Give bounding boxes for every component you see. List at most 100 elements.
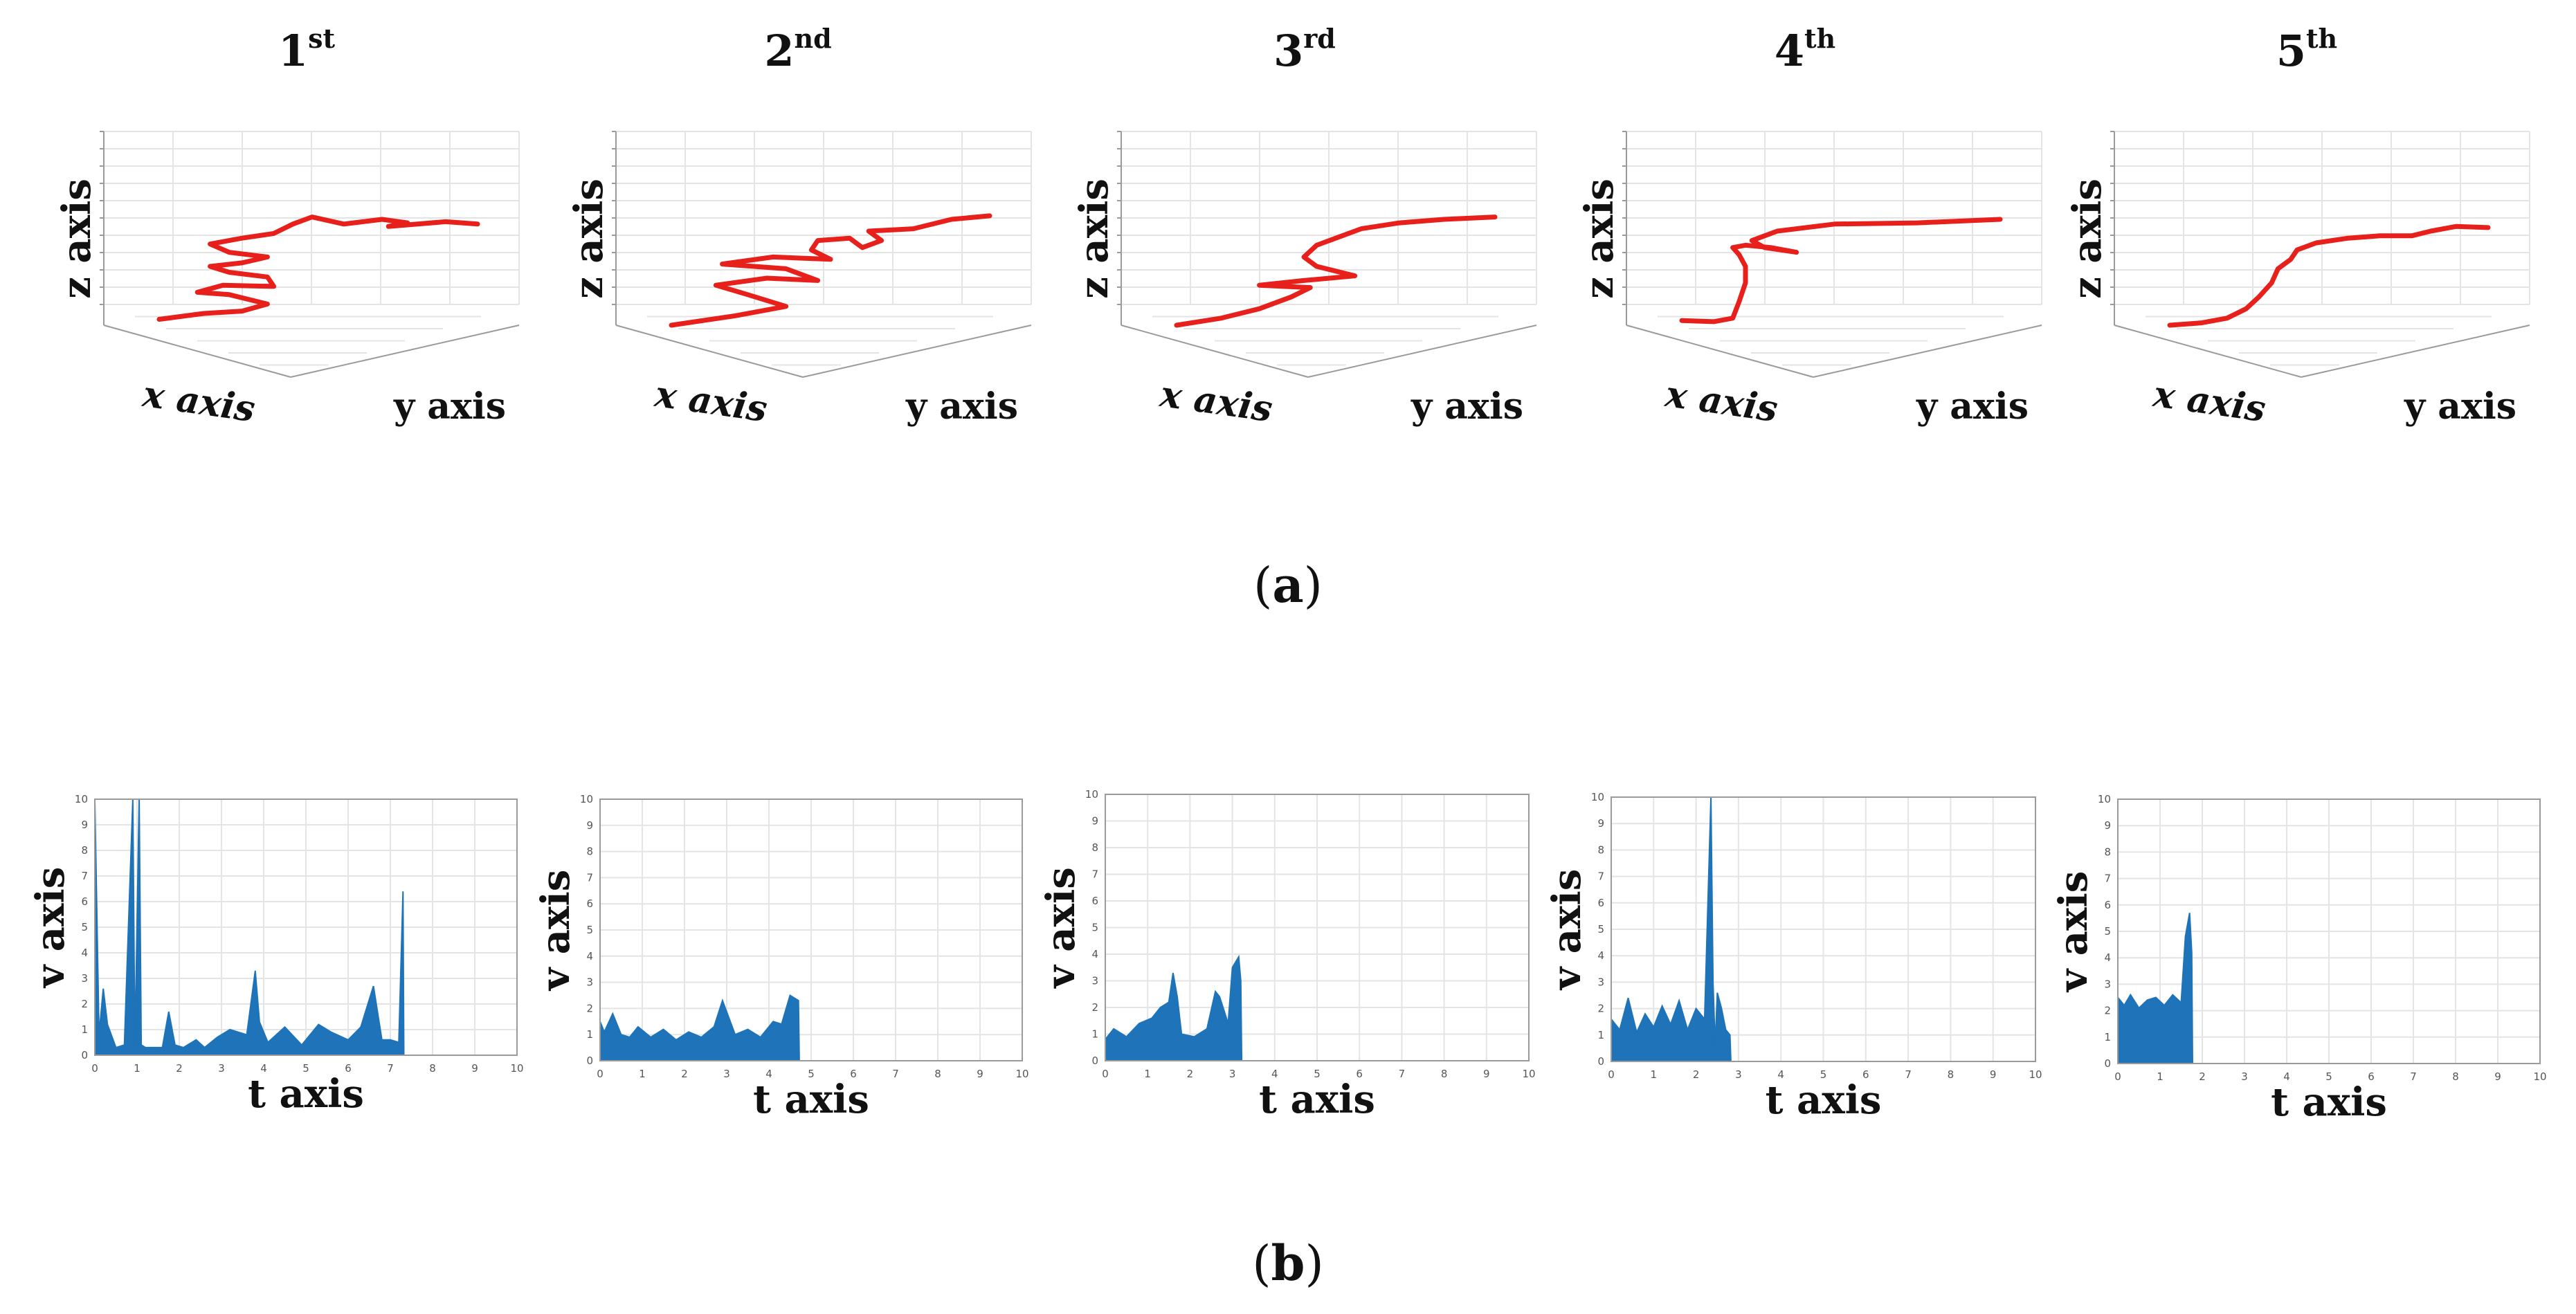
velocity-area <box>1105 954 1243 1061</box>
x-tick-label: 7 <box>1399 1068 1406 1080</box>
x-tick-label: 6 <box>2368 1070 2375 1083</box>
y-axis-label: v axis <box>1038 867 1084 989</box>
x-tick-label: 6 <box>345 1062 352 1075</box>
x-tick-label: 0 <box>1608 1068 1615 1081</box>
panel-a-letter: a <box>1272 556 1303 614</box>
y-tick-label: 9 <box>586 819 593 832</box>
x-tick-label: 8 <box>934 1068 941 1080</box>
trial-number: 1 <box>278 26 308 76</box>
z-axis-label: z axis <box>1577 179 1622 299</box>
x-tick-label: 1 <box>134 1062 140 1075</box>
trial-title-5: 5th <box>2276 23 2337 76</box>
x-axis-line <box>1626 325 1814 378</box>
trial-ordinal-suffix: th <box>1804 23 1835 54</box>
x-axis-label: t axis <box>2271 1079 2387 1125</box>
x-tick-label: 5 <box>808 1068 815 1080</box>
panel-b-letter: b <box>1271 1234 1305 1292</box>
y-tick-label: 10 <box>75 793 88 805</box>
x-tick-label: 2 <box>2199 1070 2206 1083</box>
y-tick-label: 5 <box>2104 925 2111 938</box>
velocity-area <box>599 994 800 1061</box>
trajectory-line <box>1174 215 1498 328</box>
x-tick-label: 7 <box>892 1068 899 1080</box>
velocity-chart-2: 0 1 2 3 4 5 6 7 8 9 10 0 1 2 3 4 5 6 7 8 9 10 t axis v axis <box>533 793 1029 1122</box>
x-tick-label: 6 <box>1862 1068 1869 1081</box>
trajectory-chart-4: z axis x axis y axis <box>1577 131 2042 430</box>
x-axis-label: t axis <box>1259 1077 1375 1122</box>
y-axis-label: y axis <box>2404 385 2516 428</box>
z-axis-label: z axis <box>54 179 100 299</box>
y-axis-line <box>290 325 520 378</box>
y-tick-label: 0 <box>586 1055 593 1067</box>
x-tick-label: 4 <box>2283 1070 2290 1083</box>
y-tick-label: 8 <box>1597 843 1604 856</box>
x-tick-label: 0 <box>91 1062 98 1075</box>
y-tick-label: 8 <box>81 844 88 857</box>
y-axis-label: y axis <box>393 385 506 428</box>
trial-number: 3 <box>1273 26 1303 76</box>
x-tick-label: 1 <box>1651 1068 1658 1081</box>
x-tick-label: 0 <box>597 1068 604 1080</box>
x-tick-label: 5 <box>302 1062 309 1075</box>
y-axis-label: v axis <box>28 867 73 989</box>
x-axis-label: t axis <box>753 1077 869 1122</box>
y-tick-label: 0 <box>2104 1057 2111 1070</box>
trial-ordinal-suffix: rd <box>1303 23 1336 54</box>
y-tick-label: 10 <box>1085 788 1098 801</box>
x-tick-label: 1 <box>2157 1070 2164 1083</box>
y-tick-label: 1 <box>81 1023 88 1036</box>
y-tick-label: 5 <box>81 921 88 933</box>
y-tick-label: 4 <box>81 947 88 959</box>
x-tick-label: 0 <box>1102 1068 1109 1080</box>
y-tick-label: 3 <box>1091 975 1098 987</box>
panel-b-caption: (b) <box>1252 1234 1324 1292</box>
x-tick-label: 3 <box>1229 1068 1236 1080</box>
trajectory-line <box>2167 223 2491 328</box>
y-tick-label: 7 <box>2104 873 2111 885</box>
x-axis-label: x axis <box>1157 373 1276 430</box>
y-tick-label: 10 <box>1591 791 1604 803</box>
x-axis-line <box>2114 325 2302 378</box>
y-tick-label: 2 <box>1597 1003 1604 1015</box>
x-tick-label: 4 <box>1777 1068 1784 1081</box>
x-axis-label: x axis <box>140 373 258 430</box>
trajectory-line <box>669 213 992 328</box>
y-tick-label: 7 <box>1597 870 1604 883</box>
x-tick-label: 7 <box>2410 1070 2417 1083</box>
y-tick-label: 5 <box>1091 922 1098 934</box>
x-tick-label: 9 <box>2494 1070 2501 1083</box>
x-tick-label: 8 <box>429 1062 436 1075</box>
trial-title-3: 3rd <box>1273 23 1336 76</box>
x-tick-label: 2 <box>1187 1068 1194 1080</box>
y-tick-label: 2 <box>1091 1001 1098 1014</box>
velocity-chart-3: 0 1 2 3 4 5 6 7 8 9 10 0 1 2 3 4 5 6 7 8 9 10 t axis v axis <box>1038 788 1536 1122</box>
x-tick-label: 1 <box>1144 1068 1151 1080</box>
y-axis-line <box>1813 325 2042 378</box>
x-tick-label: 10 <box>2029 1068 2042 1081</box>
trial-ordinal-suffix: th <box>2306 23 2337 54</box>
x-tick-label: 6 <box>1356 1068 1363 1080</box>
y-axis-line <box>1307 325 1537 378</box>
trial-title-4: 4th <box>1775 23 1835 76</box>
y-tick-label: 1 <box>586 1028 593 1041</box>
x-tick-label: 3 <box>723 1068 730 1080</box>
trial-number: 2 <box>764 26 794 76</box>
trial-title-2: 2nd <box>764 23 831 76</box>
y-axis-label: y axis <box>1916 385 2029 428</box>
trajectory-chart-1: z axis x axis y axis <box>54 131 520 430</box>
plot-frame <box>1611 796 2036 1062</box>
x-axis-label: x axis <box>2150 373 2269 430</box>
x-tick-label: 3 <box>1735 1068 1742 1081</box>
x-tick-label: 2 <box>681 1068 688 1080</box>
y-tick-label: 9 <box>81 819 88 831</box>
x-tick-label: 4 <box>1271 1068 1278 1080</box>
trajectory-chart-2: z axis x axis y axis <box>566 131 1032 430</box>
z-axis-label: z axis <box>566 179 612 299</box>
x-tick-label: 8 <box>2452 1070 2459 1083</box>
y-tick-label: 3 <box>586 976 593 989</box>
y-tick-label: 2 <box>81 998 88 1010</box>
x-tick-label: 9 <box>977 1068 983 1080</box>
trial-ordinal-suffix: nd <box>794 23 831 54</box>
trajectory-panels: z axis x axis y axis z axis x axis y axis z ax… <box>54 131 2530 430</box>
